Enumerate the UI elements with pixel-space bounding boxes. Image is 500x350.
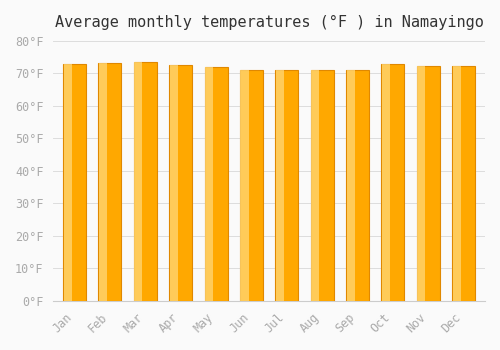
Bar [312,70,320,301]
Bar [240,70,248,301]
Bar [170,65,178,301]
Bar [240,70,263,301]
Bar [134,62,156,301]
Title: Average monthly temperatures (°F ) in Namayingo: Average monthly temperatures (°F ) in Na… [54,15,484,30]
Bar [382,64,404,301]
Bar [418,66,426,301]
Bar [169,65,192,301]
Bar [453,66,461,301]
Bar [205,67,213,301]
Bar [346,70,369,301]
Bar [452,66,475,301]
Bar [276,70,298,301]
Bar [382,64,390,301]
Bar [310,70,334,301]
Bar [64,64,72,301]
Bar [204,67,228,301]
Bar [98,63,122,301]
Bar [276,70,284,301]
Bar [346,70,354,301]
Bar [134,62,142,301]
Bar [417,66,440,301]
Bar [99,63,107,301]
Bar [63,64,86,301]
